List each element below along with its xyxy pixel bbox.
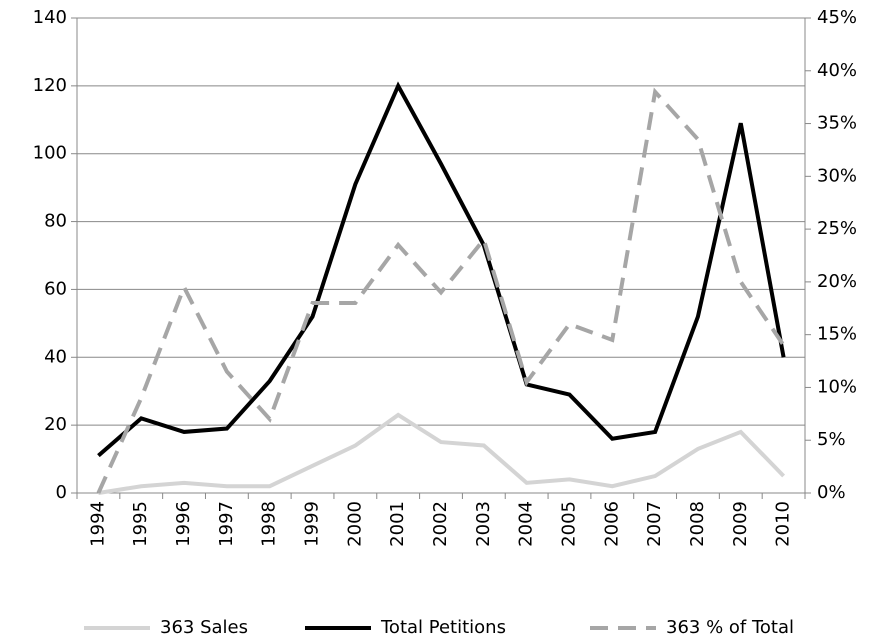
y2-tick-label: 30% bbox=[817, 165, 857, 186]
y2-tick-label: 20% bbox=[817, 271, 857, 292]
y-tick-label: 120 bbox=[33, 75, 67, 96]
x-tick-label: 2000 bbox=[344, 501, 365, 547]
x-tick-label: 1996 bbox=[173, 501, 194, 547]
y-tick-label: 140 bbox=[33, 7, 67, 28]
x-tick-label: 1994 bbox=[87, 501, 108, 547]
legend-label: 363 Sales bbox=[160, 617, 248, 638]
x-tick-label: 1995 bbox=[130, 501, 151, 547]
x-tick-label: 2007 bbox=[644, 501, 665, 547]
y-tick-label: 0 bbox=[56, 482, 67, 503]
x-tick-label: 2004 bbox=[516, 501, 537, 547]
y-tick-label: 80 bbox=[44, 211, 67, 232]
x-tick-label: 2002 bbox=[430, 501, 451, 547]
y2-tick-label: 15% bbox=[817, 324, 857, 345]
x-tick-label: 2005 bbox=[558, 501, 579, 547]
x-tick-label: 1999 bbox=[302, 501, 323, 547]
series-line bbox=[98, 412, 786, 495]
x-tick-label: 2006 bbox=[601, 501, 622, 547]
x-tick-label: 1997 bbox=[216, 501, 237, 547]
x-tick-label: 2003 bbox=[473, 501, 494, 547]
y2-tick-label: 0% bbox=[817, 482, 846, 503]
y-tick-label: 100 bbox=[33, 143, 67, 164]
y2-tick-label: 25% bbox=[817, 218, 857, 239]
series-line bbox=[97, 81, 786, 458]
y2-tick-label: 40% bbox=[817, 60, 857, 81]
y-tick-label: 40 bbox=[44, 346, 67, 367]
y2-tick-label: 5% bbox=[817, 429, 846, 450]
x-tick-label: 2010 bbox=[773, 501, 794, 547]
series-line bbox=[96, 87, 786, 494]
x-tick-label: 2001 bbox=[387, 501, 408, 547]
legend-label: Total Petitions bbox=[380, 617, 506, 638]
y2-tick-label: 35% bbox=[817, 113, 857, 134]
y2-tick-label: 45% bbox=[817, 7, 857, 28]
x-tick-label: 1998 bbox=[259, 501, 280, 547]
y-tick-label: 60 bbox=[44, 278, 67, 299]
y-tick-label: 20 bbox=[44, 414, 67, 435]
x-tick-label: 2008 bbox=[687, 501, 708, 547]
legend-label: 363 % of Total bbox=[666, 617, 794, 638]
x-tick-label: 2009 bbox=[730, 501, 751, 547]
y2-tick-label: 10% bbox=[817, 376, 857, 397]
